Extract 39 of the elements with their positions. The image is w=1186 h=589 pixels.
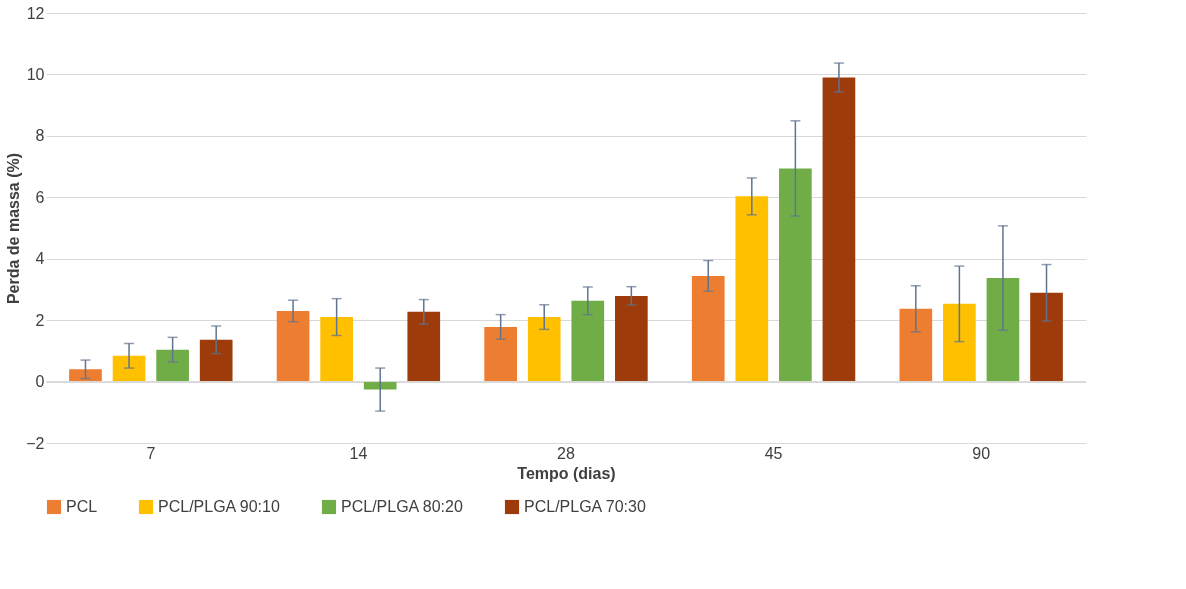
bar bbox=[112, 355, 146, 382]
bar bbox=[363, 381, 397, 390]
bar bbox=[615, 295, 648, 382]
bar bbox=[69, 369, 102, 382]
bar bbox=[484, 326, 517, 382]
bar bbox=[779, 168, 812, 382]
x-axis-title: Tempo (dias) bbox=[517, 464, 616, 482]
y-tick-label: 8 bbox=[35, 127, 45, 145]
y-tick-label: −2 bbox=[26, 434, 45, 452]
bar bbox=[735, 196, 769, 382]
bar bbox=[1030, 292, 1063, 382]
bar bbox=[527, 317, 561, 382]
bar bbox=[899, 308, 933, 382]
bar bbox=[276, 310, 310, 382]
x-tick-label: 45 bbox=[764, 444, 783, 462]
bar bbox=[199, 339, 233, 382]
bar bbox=[822, 77, 856, 382]
x-tick-label: 90 bbox=[972, 444, 991, 462]
y-tick-label: 2 bbox=[35, 311, 45, 329]
y-tick-label: 10 bbox=[26, 65, 45, 83]
y-tick-label: 0 bbox=[35, 373, 45, 391]
bar bbox=[156, 349, 189, 382]
x-tick-label: 28 bbox=[557, 444, 575, 462]
y-tick-label: 6 bbox=[35, 188, 45, 206]
legend-label: PCL/PLGA 90:10 bbox=[158, 498, 280, 515]
legend-label: PCL/PLGA 80:20 bbox=[341, 498, 463, 515]
bar bbox=[571, 300, 605, 382]
bar bbox=[691, 275, 725, 382]
x-tick-label: 14 bbox=[349, 444, 368, 462]
legend-label: PCL bbox=[66, 498, 98, 515]
legend-label: PCL/PLGA 70:30 bbox=[524, 498, 646, 515]
y-tick-label: 4 bbox=[35, 250, 45, 268]
bar bbox=[407, 311, 441, 382]
x-tick-label: 7 bbox=[146, 444, 156, 462]
bar bbox=[986, 278, 1020, 382]
bar bbox=[320, 317, 353, 382]
bar bbox=[943, 303, 976, 382]
y-tick-label: 12 bbox=[26, 4, 45, 22]
y-axis-title: Perda de massa (%) bbox=[5, 152, 23, 305]
